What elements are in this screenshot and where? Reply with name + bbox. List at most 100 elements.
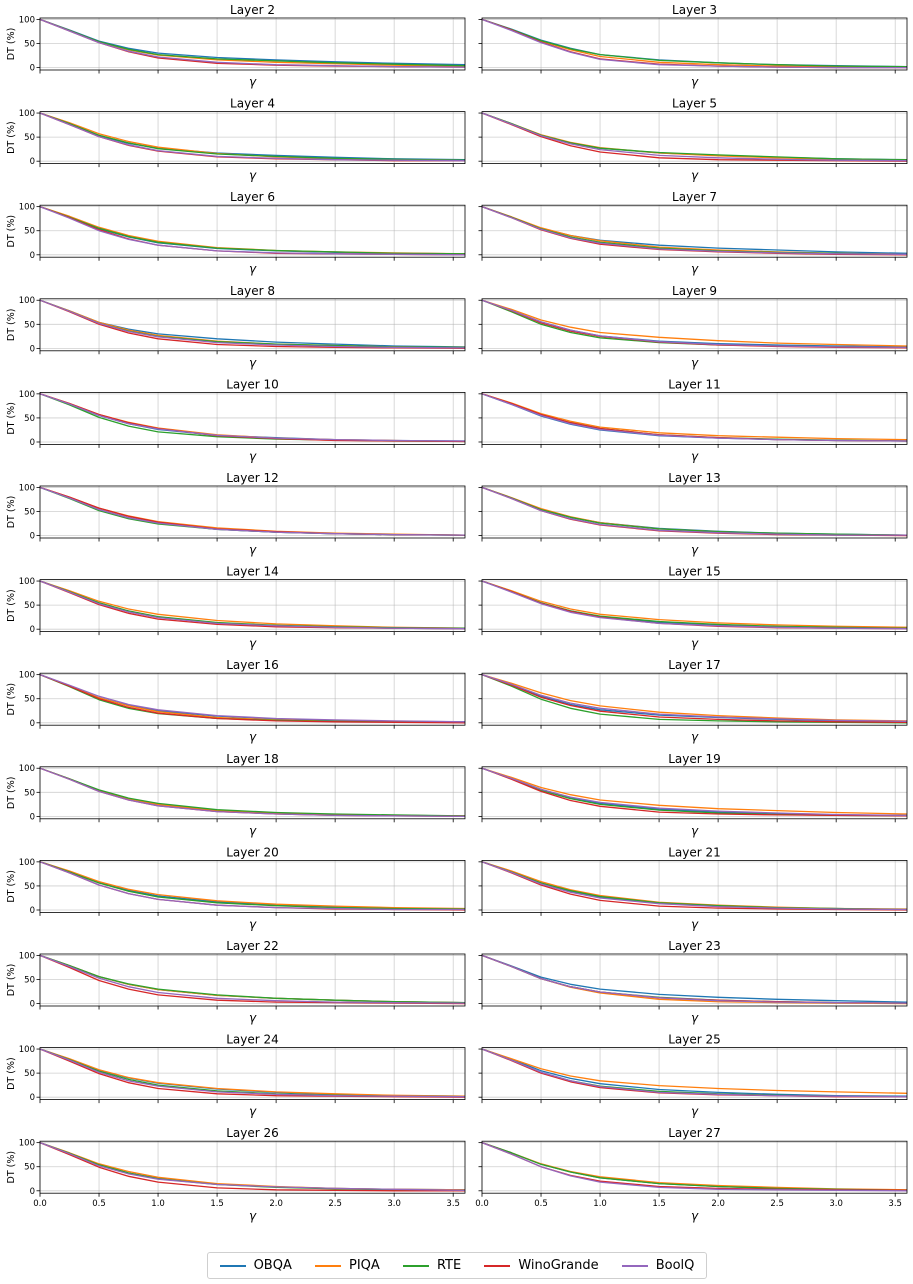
y-tick-label: 100 — [19, 671, 35, 681]
series-line — [39, 1048, 466, 1097]
axes-frame — [481, 17, 908, 71]
subplot-title: Layer 23 — [668, 939, 721, 953]
y-tick-label: 100 — [19, 1045, 35, 1055]
subplot-title: Layer 9 — [672, 284, 717, 298]
x-tick-label: 1.5 — [652, 1199, 666, 1209]
y-axis-label: DT (%) — [6, 402, 17, 435]
series-line — [481, 767, 908, 817]
subplot-panel: 0 50 100 Layer 18 γ DT (%) — [6, 752, 466, 838]
legend-item: BoolQ — [621, 1258, 694, 1273]
subplot-panel: 0 50 100 Layer 2 γ DT (%) — [6, 3, 466, 89]
x-axis-label: γ — [691, 356, 699, 370]
y-axis-label: DT (%) — [6, 215, 17, 248]
x-tick-label: 2.5 — [328, 1199, 342, 1209]
y-tick-label: 100 — [19, 577, 35, 587]
series-line — [481, 486, 907, 536]
subplot-panel: 0.0 0.5 1.0 1.5 2.0 2.5 3.0 3.5 0 50 100 Layer 26 γ D… — [6, 1126, 466, 1223]
series-line — [481, 486, 908, 536]
y-axis-label: DT (%) — [6, 1151, 17, 1184]
subplot-panel: 0 50 100 Layer 6 γ DT (%) — [6, 190, 466, 276]
series-line — [481, 861, 908, 911]
y-tick-label: 0 — [30, 812, 35, 822]
subplot-panel: Layer 11 γ — [478, 377, 908, 463]
y-tick-label: 50 — [24, 695, 35, 705]
subplot-title: Layer 5 — [672, 97, 717, 111]
series-line — [39, 673, 466, 724]
series-line — [481, 393, 908, 441]
series-line — [481, 299, 908, 347]
axes-frame — [39, 672, 466, 726]
series-line — [481, 1141, 908, 1191]
series-line — [39, 205, 466, 256]
series-line — [39, 861, 466, 910]
axes-frame — [481, 579, 908, 632]
y-tick-label: 50 — [24, 414, 35, 424]
series-line — [481, 767, 908, 815]
subplot-panel: Layer 17 γ — [478, 658, 908, 744]
y-tick-label: 50 — [24, 40, 35, 50]
y-tick-label: 50 — [24, 320, 35, 330]
y-tick-label: 0 — [30, 344, 35, 354]
series-line — [39, 954, 466, 1004]
series-line — [39, 673, 466, 723]
legend-swatch — [219, 1264, 246, 1267]
y-axis-label: DT (%) — [6, 121, 17, 154]
subplot-title: Layer 13 — [668, 471, 721, 485]
subplot-panel: 0 50 100 Layer 12 γ DT (%) — [6, 471, 466, 557]
y-tick-label: 100 — [19, 951, 35, 961]
legend-swatch — [314, 1264, 341, 1267]
axes-frame — [481, 111, 908, 164]
x-axis-label: γ — [249, 1209, 257, 1223]
series-line — [481, 954, 908, 1004]
subplot-title: Layer 21 — [668, 845, 721, 859]
x-axis-label: γ — [249, 75, 257, 89]
subplot-panel: 0 50 100 Layer 8 γ DT (%) — [6, 284, 466, 370]
y-axis-label: DT (%) — [6, 870, 17, 903]
x-tick-label: 3.0 — [387, 1199, 401, 1209]
series-line — [39, 18, 466, 67]
subplot-panel: 0 50 100 Layer 14 γ DT (%) — [6, 565, 466, 651]
y-tick-label: 0 — [30, 1093, 35, 1103]
series-line — [481, 112, 908, 162]
y-tick-label: 0 — [30, 1000, 35, 1010]
y-axis-label: DT (%) — [6, 777, 17, 810]
subplot-title: Layer 20 — [226, 845, 279, 859]
x-axis-label: γ — [691, 917, 699, 931]
x-axis-label: γ — [691, 730, 699, 744]
y-tick-label: 50 — [24, 601, 35, 611]
x-axis-label: γ — [249, 637, 257, 651]
subplot-panel: Layer 19 γ — [478, 752, 908, 838]
x-axis-label: γ — [691, 169, 699, 183]
series-line — [481, 673, 908, 724]
y-tick-label: 0 — [30, 438, 35, 448]
x-tick-label: 0.5 — [92, 1199, 106, 1209]
subplot-panel: Layer 3 γ — [478, 3, 908, 89]
series-line — [481, 1048, 908, 1094]
subplot-panel: Layer 15 γ — [478, 565, 908, 651]
x-axis-label: γ — [249, 449, 257, 463]
axes-frame — [481, 1047, 908, 1100]
subplot-title: Layer 14 — [226, 565, 279, 579]
series-line — [39, 861, 466, 910]
axes-frame — [39, 579, 466, 632]
legend-item: RTE — [402, 1258, 461, 1273]
y-tick-label: 50 — [24, 508, 35, 518]
x-axis-label: γ — [691, 75, 699, 89]
y-axis-label: DT (%) — [6, 309, 17, 342]
subplot-panel: 0 50 100 Layer 16 γ DT (%) — [6, 658, 466, 744]
x-axis-label: γ — [691, 637, 699, 651]
subplot-title: Layer 24 — [226, 1033, 279, 1047]
y-axis-label: DT (%) — [6, 28, 17, 61]
y-axis-label: DT (%) — [6, 496, 17, 529]
x-tick-label: 3.5 — [888, 1199, 902, 1209]
subplot-title: Layer 25 — [668, 1033, 721, 1047]
x-axis-label: γ — [249, 1011, 257, 1025]
y-tick-label: 100 — [19, 203, 35, 213]
series-line — [39, 299, 466, 349]
axes-frame — [39, 111, 466, 164]
x-axis-label: γ — [249, 1105, 257, 1119]
subplot-title: Layer 10 — [226, 377, 279, 391]
series-line — [39, 1048, 466, 1098]
series-line — [481, 1048, 908, 1097]
subplot-title: Layer 6 — [230, 190, 275, 204]
